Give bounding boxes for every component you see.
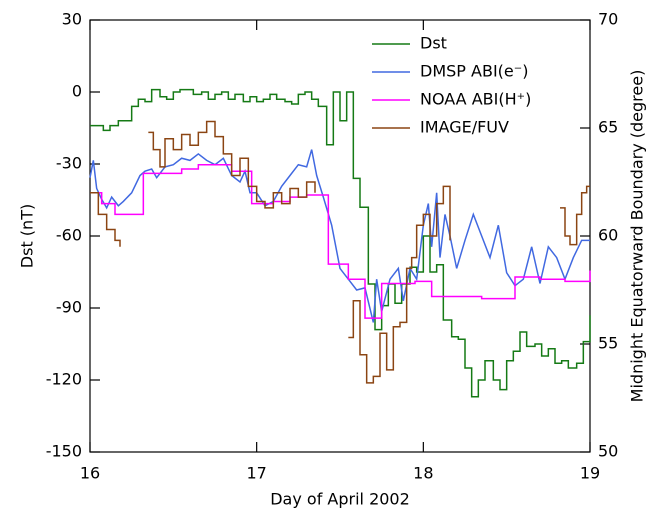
- plot-frame: [89, 19, 591, 453]
- series-line: [90, 163, 591, 319]
- x-axis-label: Day of April 2002: [270, 490, 410, 509]
- legend-label: IMAGE/FUV: [420, 118, 509, 137]
- series-line: [90, 120, 590, 384]
- legend-label: NOAA ABI(H⁺): [420, 90, 531, 109]
- y-tick-label: 30: [62, 10, 82, 29]
- series-line: [90, 88, 591, 398]
- y-tick-label: -120: [46, 370, 82, 389]
- y2-tick-label: 65: [598, 118, 618, 137]
- y-tick-label: -30: [56, 154, 82, 173]
- y-tick-label: 0: [72, 82, 82, 101]
- y2-tick-label: 60: [598, 226, 618, 245]
- y-tick-label: -150: [46, 442, 82, 461]
- legend-label: DMSP ABI(e⁻): [420, 62, 528, 81]
- x-tick-label: 18: [413, 464, 433, 483]
- y-axis-label: Dst (nT): [18, 204, 37, 268]
- y-tick-label: -60: [56, 226, 82, 245]
- y2-axis-label: Midnight Equatorward Boundary (degree): [628, 70, 647, 403]
- x-tick-label: 19: [580, 464, 600, 483]
- x-tick-label: 16: [80, 464, 100, 483]
- y-tick-label: -90: [56, 298, 82, 317]
- y2-tick-label: 70: [598, 10, 618, 29]
- x-tick-label: 17: [246, 464, 266, 483]
- y2-tick-label: 55: [598, 334, 618, 353]
- legend-label: Dst: [420, 34, 447, 53]
- y2-tick-label: 50: [598, 442, 618, 461]
- series-line: [89, 149, 590, 323]
